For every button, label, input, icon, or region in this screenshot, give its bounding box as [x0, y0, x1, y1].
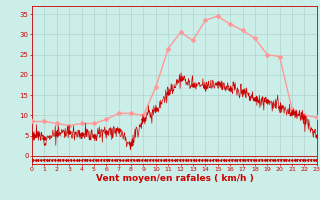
- X-axis label: Vent moyen/en rafales ( km/h ): Vent moyen/en rafales ( km/h ): [96, 174, 253, 183]
